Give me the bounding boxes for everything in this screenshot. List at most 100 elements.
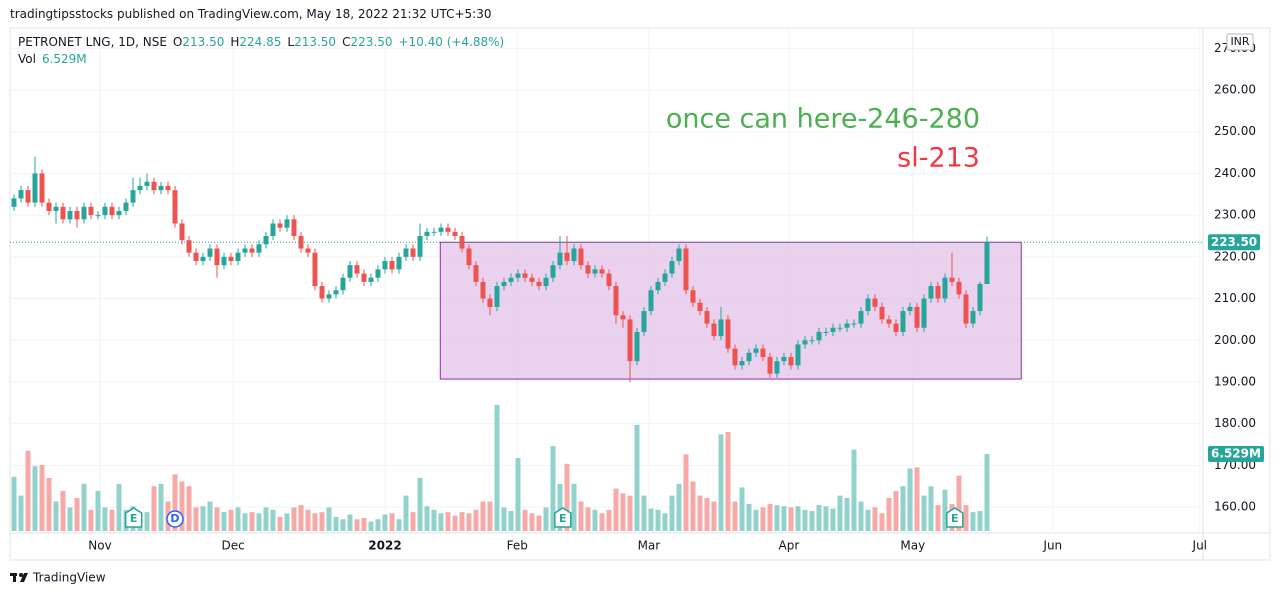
volume-bar — [18, 495, 24, 531]
last-price-badge — [1208, 234, 1260, 251]
currency-label: INR — [1230, 35, 1249, 48]
tv-logo — [10, 573, 28, 582]
candle-body — [522, 273, 528, 278]
candle-body — [655, 281, 661, 291]
candle-body — [942, 277, 948, 299]
candle-body — [893, 323, 899, 332]
candle-body — [123, 202, 129, 211]
volume-bar — [46, 477, 52, 531]
candle-body — [172, 190, 178, 224]
candle-body — [676, 248, 682, 262]
candle-body — [417, 235, 423, 257]
candle-body — [837, 327, 843, 329]
candle-body — [746, 352, 752, 362]
candle-body — [445, 227, 451, 232]
volume-bar — [627, 495, 633, 531]
volume-bar — [858, 501, 864, 531]
volume-bar — [795, 506, 801, 531]
x-tick-label: Dec — [221, 539, 244, 553]
volume-bar — [487, 501, 493, 531]
y-tick-label: 260.00 — [1214, 83, 1256, 97]
event-icon — [124, 507, 143, 528]
candle-body — [235, 252, 241, 262]
volume-bar — [312, 513, 318, 531]
volume-bar — [970, 512, 976, 531]
volume-bar — [767, 503, 773, 531]
volume-bar — [592, 509, 598, 531]
volume-bar — [480, 501, 486, 531]
candle-body — [214, 248, 220, 266]
candle-body — [277, 223, 283, 228]
x-tick-label: Jun — [1042, 539, 1062, 553]
volume-bar — [438, 513, 444, 531]
volume-bar — [872, 507, 878, 531]
candle-body — [389, 261, 395, 270]
volume-bar — [200, 506, 206, 531]
volume-bar — [32, 466, 38, 531]
candle-body — [620, 315, 626, 320]
volume-bar — [193, 507, 199, 531]
candle-body — [753, 348, 759, 353]
volume-bar — [361, 518, 367, 531]
candle-body — [634, 331, 640, 362]
volume-bar — [564, 463, 570, 531]
candle-body — [326, 294, 332, 299]
volume-bar — [319, 512, 325, 531]
candle-body — [564, 252, 570, 262]
publish-header: tradingtipsstocks published on TradingVi… — [10, 7, 492, 21]
candle-body — [536, 281, 542, 287]
candle-body — [144, 181, 150, 186]
legend-o_label: O — [173, 35, 182, 49]
candle-body — [928, 286, 934, 299]
candle-body — [690, 290, 696, 303]
volume-bar — [81, 483, 87, 531]
volume-bar — [837, 495, 843, 531]
volume-bar — [522, 509, 528, 531]
candle-body — [935, 286, 941, 299]
volume-bar — [144, 512, 150, 531]
legend-vol-label: Vol — [18, 52, 36, 66]
candle-body — [200, 256, 206, 262]
y-tick-label: 240.00 — [1214, 166, 1256, 180]
volume-bar — [886, 498, 892, 531]
chart-frame — [9, 27, 1271, 561]
legend-line: PETRONET LNG, 1D, NSE O213.50 H224.85 L213.… — [18, 35, 504, 49]
legend-h: 224.85 — [239, 35, 281, 49]
candle-body — [403, 248, 409, 257]
volume-bar — [816, 505, 822, 531]
candle-body — [354, 265, 360, 274]
candle-body — [718, 319, 724, 337]
candle-body — [963, 294, 969, 324]
volume-bar — [298, 505, 304, 531]
volume-bar — [228, 509, 234, 531]
candle-body — [669, 261, 675, 274]
y-tick-label: 190.00 — [1214, 374, 1256, 388]
legend-vol: 6.529M — [42, 52, 87, 66]
legend-h_label: H — [230, 35, 239, 49]
volume-bar — [375, 519, 381, 531]
volume-bar — [634, 424, 640, 531]
candle-body — [725, 319, 731, 349]
volume-bar — [326, 507, 332, 531]
last-price-label: 223.50 — [1211, 235, 1257, 249]
candle-body — [557, 252, 563, 266]
candle-body — [515, 273, 521, 278]
volume-bar — [928, 486, 934, 531]
volume-bar — [823, 506, 829, 531]
candle-body — [39, 173, 45, 203]
candle-body — [361, 273, 367, 282]
volume-bar — [697, 495, 703, 531]
volume-bar — [963, 505, 969, 531]
legend-l: 213.50 — [294, 35, 336, 49]
x-tick-label: Nov — [88, 539, 111, 553]
volume-bar — [403, 495, 409, 531]
volume-bar — [725, 432, 731, 531]
candle-body — [900, 311, 906, 332]
candle-body — [333, 290, 339, 295]
volume-bar — [305, 509, 311, 531]
volume-bar — [396, 519, 402, 531]
volume-bar — [473, 509, 479, 531]
volume-bar — [760, 507, 766, 531]
volume-bar — [753, 509, 759, 531]
volume-bar — [417, 477, 423, 531]
